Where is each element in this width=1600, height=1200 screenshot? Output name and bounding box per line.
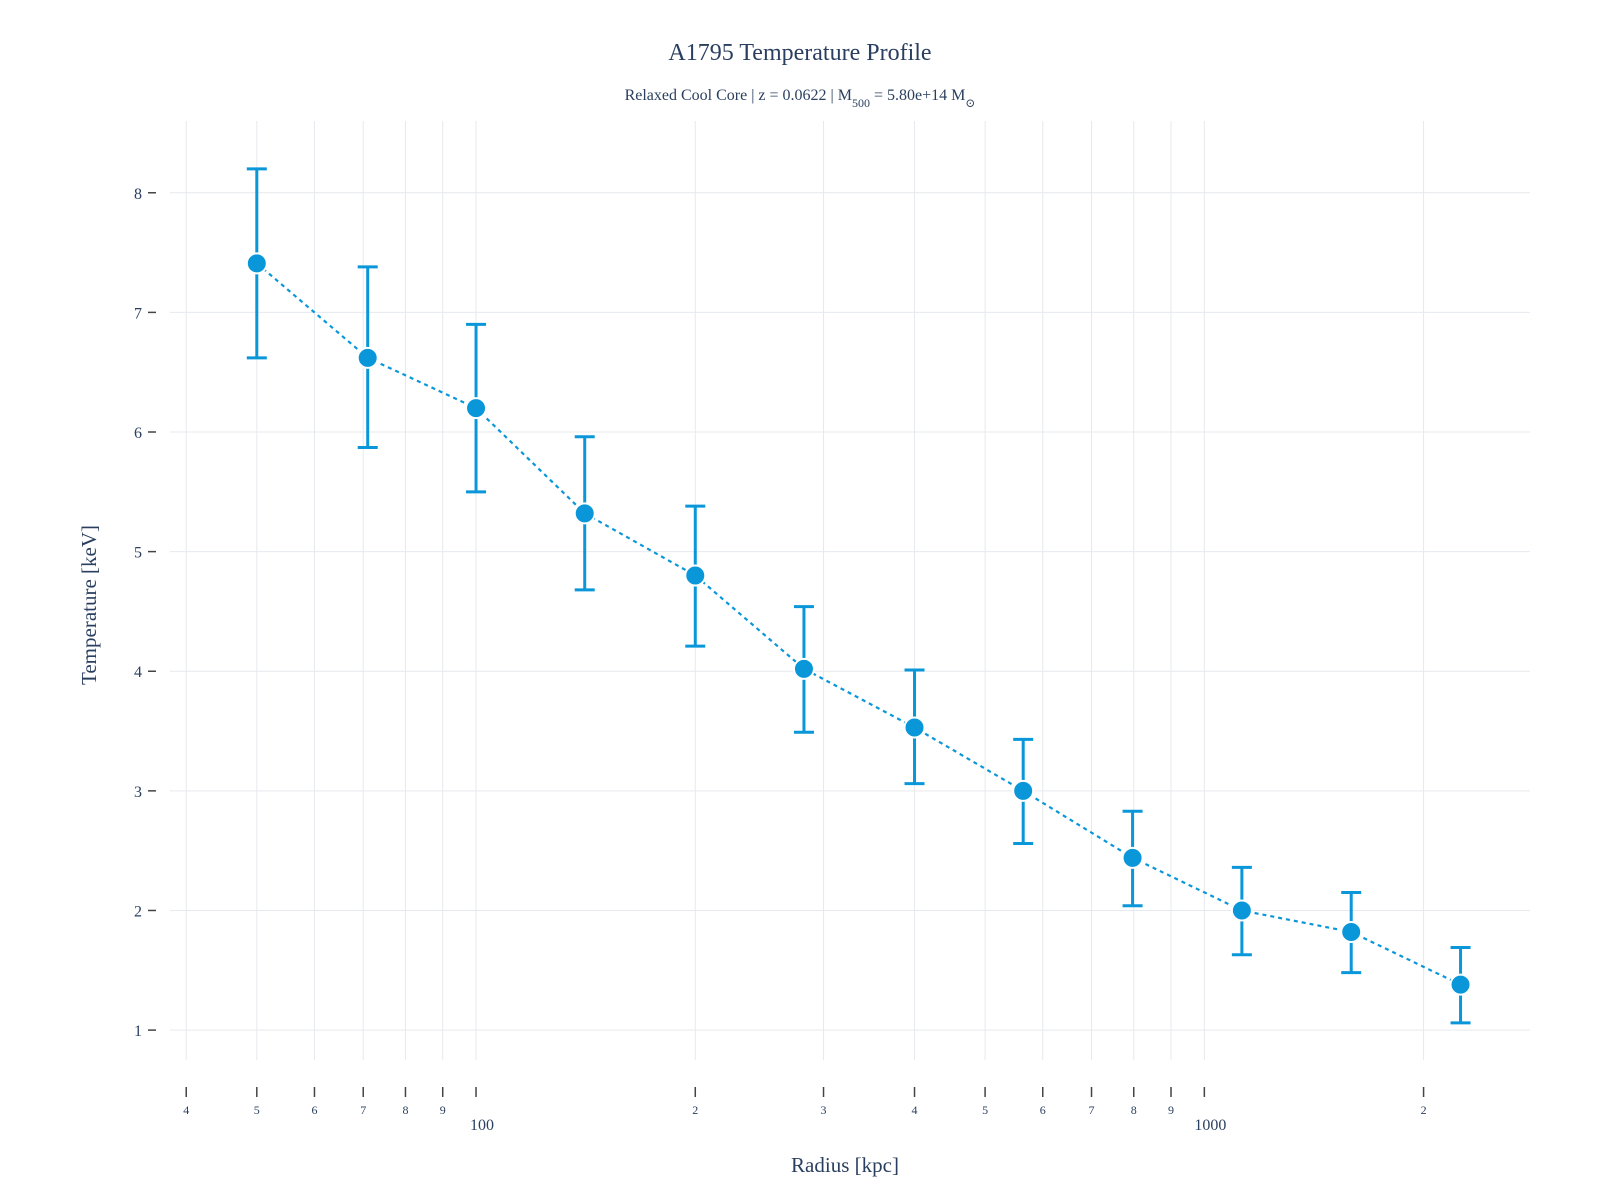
data-point: [465, 397, 488, 420]
x-tick-label: 8: [1131, 1103, 1137, 1117]
y-tick-label: 7: [134, 305, 142, 322]
x-axis-title: Radius [kpc]: [791, 1153, 899, 1177]
x-tick-label: 2: [1421, 1103, 1427, 1117]
subtitle-prefix: Relaxed Cool Core | z = 0.0622 | M: [625, 87, 852, 104]
subtitle-middle: = 5.80e+14 M: [870, 87, 965, 104]
data-point: [356, 346, 379, 369]
y-axis-title: Temperature [keV]: [77, 525, 101, 685]
x-tick-label: 7: [360, 1103, 366, 1117]
subtitle-sun-subscript: ⊙: [965, 96, 975, 110]
data-point: [684, 564, 707, 587]
data-point: [792, 657, 815, 680]
x-tick-label: 7: [1089, 1103, 1095, 1117]
x-decade-label: 1000: [1194, 1117, 1226, 1134]
x-tick-label: 4: [183, 1103, 189, 1117]
y-tick-label: 8: [134, 186, 142, 203]
x-tick-label: 8: [402, 1103, 408, 1117]
x-tick-label: 3: [821, 1103, 827, 1117]
y-tick-label: 5: [134, 545, 142, 562]
x-tick-label: 9: [1168, 1103, 1174, 1117]
grid-lines: [170, 121, 1530, 1060]
x-tick-label: 6: [1040, 1103, 1046, 1117]
data-point: [1012, 779, 1035, 802]
data-point: [903, 716, 926, 739]
x-tick-label: 9: [440, 1103, 446, 1117]
y-tick-label: 1: [134, 1023, 142, 1040]
x-tick-label: 6: [311, 1103, 317, 1117]
x-tick-label: 5: [254, 1103, 260, 1117]
data-point: [1230, 899, 1253, 922]
y-tick-label: 6: [134, 425, 142, 442]
y-tick-label: 2: [134, 903, 142, 920]
data-point: [1449, 973, 1472, 996]
data-point: [245, 252, 268, 275]
y-tick-label: 4: [134, 664, 142, 681]
x-decade-label: 100: [470, 1117, 494, 1134]
x-tick-label: 5: [982, 1103, 988, 1117]
data-point: [573, 502, 596, 525]
chart-subtitle: Relaxed Cool Core | z = 0.0622 | M500 = …: [625, 87, 976, 110]
chart-title: A1795 Temperature Profile: [668, 40, 931, 66]
y-axis: 1 2 3 4 5 6 7 8: [134, 186, 156, 1040]
x-axis: 4 5 6 7 8 9 100 2 3 4 5 6 7 8 9 1000 2: [183, 1087, 1427, 1134]
subtitle-mass-subscript: 500: [852, 96, 870, 110]
data-point: [1340, 921, 1363, 944]
series-line: [256, 262, 1461, 986]
y-tick-label: 3: [134, 784, 142, 801]
x-tick-label: 4: [912, 1103, 918, 1117]
x-tick-label: 2: [692, 1103, 698, 1117]
data-point: [1121, 846, 1144, 869]
data-series: [245, 167, 1472, 1025]
